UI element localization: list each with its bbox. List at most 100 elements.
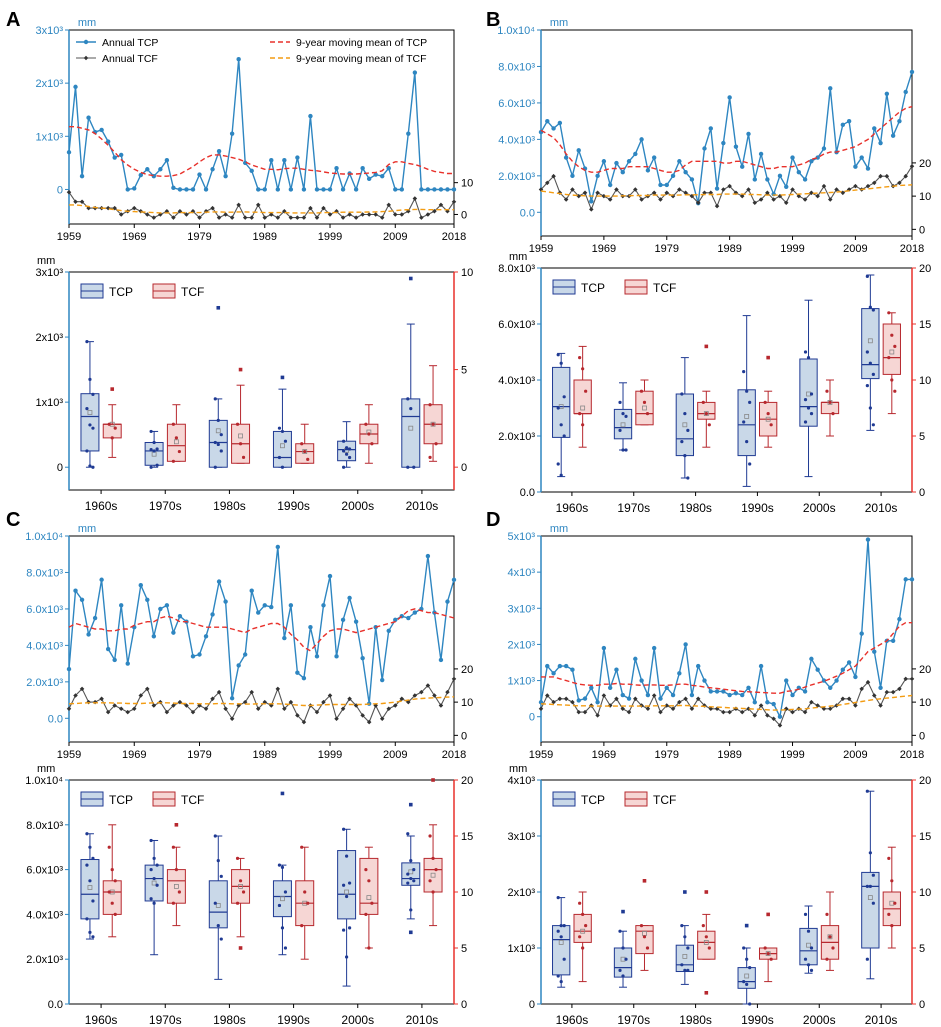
- data-point: [714, 186, 720, 191]
- iqr-box: [80, 393, 100, 452]
- data-point: [897, 686, 902, 692]
- data-point: [280, 465, 285, 469]
- data-point: [884, 91, 890, 97]
- data-point: [152, 856, 156, 861]
- data-point: [758, 663, 764, 669]
- iqr-box: [552, 366, 571, 438]
- box-chart-A: 0 1x10³ 2x10³ 3x10³ 0 5 10 mm 1960s 1970s 1980s 199…: [35, 255, 473, 513]
- data-point: [406, 699, 411, 705]
- data-point: [834, 678, 839, 683]
- data-point: [314, 709, 320, 715]
- data-point: [203, 634, 209, 639]
- iqr-box: [208, 880, 228, 929]
- data-point: [393, 187, 398, 192]
- data-point: [112, 155, 117, 160]
- y-right-tick-label: 10: [919, 375, 931, 387]
- data-point: [177, 614, 183, 619]
- data-point: [151, 173, 157, 179]
- x-tick-label: 1959: [57, 749, 81, 761]
- y-left-tick-label: 6.0x10³: [498, 319, 535, 331]
- data-point: [406, 465, 410, 469]
- data-point: [277, 455, 282, 460]
- data-point: [107, 890, 111, 894]
- data-point: [171, 630, 176, 635]
- x-tick-label: 1979: [655, 749, 679, 761]
- data-point: [303, 890, 307, 894]
- box-tcf: [295, 845, 315, 960]
- legend-annual-tcf: Annual TCF: [102, 53, 158, 65]
- iqr-box: [799, 927, 818, 966]
- data-point: [739, 709, 745, 715]
- outlier: [408, 276, 413, 281]
- data-point: [642, 400, 647, 404]
- data-point: [897, 118, 902, 124]
- data-point: [360, 655, 365, 661]
- y-left-tick-label: 3x10³: [35, 267, 63, 279]
- data-point: [872, 649, 877, 654]
- box-chart-D: 0 1x10³ 2x10³ 3x10³ 4x10³ 0 5 10 15 20 mm 1960s 1970…: [507, 763, 931, 1027]
- data-point: [119, 152, 124, 158]
- data-point: [708, 126, 713, 131]
- box-chart-C: 0.0 2.0x10³ 4.0x10³ 6.0x10³ 8.0x10³ 1.0x10⁴ 0 5…: [25, 763, 473, 1027]
- data-point: [190, 654, 196, 659]
- data-point: [113, 912, 117, 917]
- data-point: [428, 879, 432, 883]
- unit-label: mm: [78, 523, 96, 535]
- data-point: [348, 881, 352, 885]
- x-tick-label: 2009: [843, 243, 867, 255]
- y-left-tick-label: 2.0x10³: [498, 171, 535, 183]
- y-left-tick-label: 5x10³: [507, 531, 535, 543]
- data-point: [884, 689, 890, 695]
- series-9-year-moving-mean-of-tcp: [540, 105, 913, 173]
- series-annual-tcp: [540, 539, 912, 719]
- data-point: [746, 685, 751, 690]
- data-point: [113, 426, 117, 430]
- legend: Annual TCP Annual TCF 9-year moving mean o…: [76, 37, 427, 65]
- y-right-tick-label: 0: [461, 462, 467, 474]
- outlier: [110, 387, 115, 391]
- decade-label: 1960s: [85, 499, 118, 513]
- box-tcf: [423, 365, 443, 462]
- x-tick-label: 1959: [529, 749, 553, 761]
- data-point: [559, 473, 563, 477]
- data-point: [897, 616, 902, 622]
- data-point: [327, 212, 333, 217]
- data-point: [105, 139, 111, 144]
- data-point: [283, 890, 288, 894]
- data-point: [342, 827, 346, 831]
- legend-tcp: TCP: [581, 281, 605, 295]
- data-point: [229, 131, 235, 136]
- unit-label: mm: [37, 763, 55, 775]
- legend-tcp: TCP: [109, 285, 133, 299]
- data-point: [451, 577, 457, 582]
- box-tcp: [80, 340, 100, 469]
- iqr-box: [882, 323, 901, 375]
- box-tcf: [635, 879, 654, 971]
- iqr-box: [675, 393, 695, 457]
- data-point: [601, 645, 607, 651]
- data-point: [664, 703, 670, 708]
- data-point: [345, 894, 349, 899]
- data-point: [197, 652, 202, 657]
- data-point: [806, 929, 811, 933]
- data-point: [633, 151, 638, 157]
- outlier: [431, 778, 435, 782]
- data-point: [777, 173, 783, 179]
- mean-marker: [558, 940, 564, 945]
- line-chart-B: 0.0 2.0x10³ 4.0x10³ 6.0x10³ 8.0x10³ 1.0x10⁴ 0 1…: [497, 17, 931, 255]
- data-point: [348, 926, 352, 930]
- mean-marker: [408, 869, 414, 875]
- data-point: [727, 95, 732, 100]
- data-point: [399, 212, 405, 217]
- data-point: [282, 706, 287, 712]
- data-point: [790, 155, 795, 160]
- data-point: [412, 70, 418, 75]
- decade-label: 2000s: [803, 501, 836, 515]
- data-point: [607, 685, 613, 690]
- series-annual-tcp: [68, 59, 454, 192]
- data-point: [327, 693, 333, 698]
- mean-marker: [87, 885, 93, 890]
- data-point: [769, 423, 773, 427]
- series-annual-tcp: [68, 546, 455, 704]
- data-point: [664, 685, 669, 690]
